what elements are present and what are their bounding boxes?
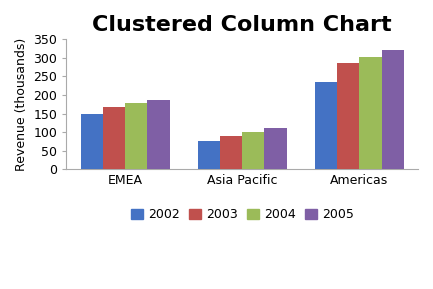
Bar xyxy=(381,51,404,169)
Y-axis label: Revenue (thousands): Revenue (thousands) xyxy=(15,38,28,171)
Bar xyxy=(242,132,265,169)
Bar xyxy=(147,99,170,169)
Bar xyxy=(265,128,287,169)
Bar xyxy=(103,107,125,169)
Bar xyxy=(125,103,147,169)
Legend: 2002, 2003, 2004, 2005: 2002, 2003, 2004, 2005 xyxy=(127,204,358,225)
Bar xyxy=(198,141,220,169)
Title: Clustered Column Chart: Clustered Column Chart xyxy=(92,15,392,35)
Bar xyxy=(337,63,359,169)
Bar xyxy=(315,82,337,169)
Bar xyxy=(220,136,242,169)
Bar xyxy=(81,114,103,169)
Bar xyxy=(359,57,381,169)
